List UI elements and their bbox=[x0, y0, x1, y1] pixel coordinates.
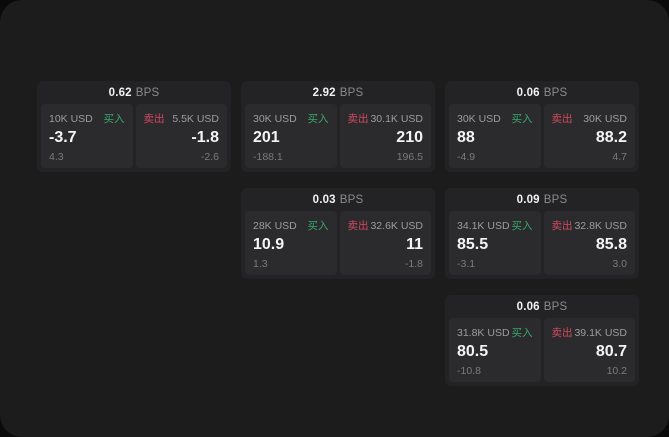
quote-column-3: 0.06 BPS 30K USD 买入 88 -4.9 bbox=[445, 81, 639, 386]
buy-sell-panels: 34.1K USD 买入 85.5 -3.1 卖出 32.8K USD 85. bbox=[445, 211, 639, 275]
card-header: 0.03 BPS bbox=[241, 188, 435, 211]
sell-panel[interactable]: 卖出 39.1K USD 80.7 10.2 bbox=[543, 318, 635, 382]
sell-side-label: 卖出 bbox=[347, 220, 369, 232]
sell-size: 32.6K USD bbox=[370, 220, 423, 232]
card-header: 0.06 BPS bbox=[445, 81, 639, 104]
bps-value: 0.06 bbox=[516, 86, 540, 99]
sell-panel[interactable]: 卖出 30.1K USD 210 196.5 bbox=[339, 104, 431, 168]
sell-delta: -1.8 bbox=[404, 258, 423, 271]
sell-panel[interactable]: 卖出 32.6K USD 11 -1.8 bbox=[339, 211, 431, 275]
buy-delta: 4.3 bbox=[49, 151, 64, 164]
sell-side-label: 卖出 bbox=[551, 220, 573, 232]
buy-sell-panels: 30K USD 买入 88 -4.9 卖出 30K USD 88.2 bbox=[445, 104, 639, 168]
buy-size: 30K USD bbox=[457, 113, 501, 125]
buy-panel[interactable]: 30K USD 买入 201 -188.1 bbox=[245, 104, 337, 168]
buy-side-label: 买入 bbox=[307, 220, 329, 232]
card-header: 0.62 BPS bbox=[37, 81, 231, 104]
buy-panel[interactable]: 28K USD 买入 10.9 1.3 bbox=[245, 211, 337, 275]
buy-panel[interactable]: 10K USD 买入 -3.7 4.3 bbox=[41, 104, 133, 168]
buy-side-label: 买入 bbox=[511, 113, 533, 125]
quote-card-0.06bps-a: 0.06 BPS 30K USD 买入 88 -4.9 bbox=[445, 81, 639, 172]
quote-column-2: 2.92 BPS 30K USD 买入 201 -188.1 bbox=[241, 81, 435, 279]
sell-side-label: 卖出 bbox=[347, 113, 369, 125]
sell-side-label: 卖出 bbox=[143, 113, 165, 125]
bps-unit-label: BPS bbox=[339, 193, 364, 206]
card-header: 0.09 BPS bbox=[445, 188, 639, 211]
buy-price: 80.5 bbox=[457, 343, 489, 360]
bps-value: 2.92 bbox=[312, 86, 336, 99]
buy-size: 10K USD bbox=[49, 113, 93, 125]
card-header: 0.06 BPS bbox=[445, 295, 639, 318]
sell-delta: 4.7 bbox=[612, 151, 627, 164]
sell-delta: 3.0 bbox=[612, 258, 627, 271]
sell-price: 88.2 bbox=[595, 129, 627, 146]
quote-card-0.03bps: 0.03 BPS 28K USD 买入 10.9 1.3 bbox=[241, 188, 435, 279]
sell-delta: 10.2 bbox=[606, 365, 627, 378]
bps-value: 0.09 bbox=[516, 193, 540, 206]
bps-unit-label: BPS bbox=[135, 86, 160, 99]
sell-size: 39.1K USD bbox=[574, 327, 627, 339]
bps-value: 0.62 bbox=[108, 86, 132, 99]
buy-price: 201 bbox=[253, 129, 280, 146]
buy-sell-panels: 10K USD 买入 -3.7 4.3 卖出 5.5K USD -1.8 bbox=[37, 104, 231, 168]
sell-price: 80.7 bbox=[595, 343, 627, 360]
buy-side-label: 买入 bbox=[511, 220, 533, 232]
buy-price: 10.9 bbox=[253, 236, 285, 253]
buy-side-label: 买入 bbox=[103, 113, 125, 125]
sell-size: 5.5K USD bbox=[172, 113, 219, 125]
buy-size: 31.8K USD bbox=[457, 327, 510, 339]
buy-price: 85.5 bbox=[457, 236, 489, 253]
sell-side-label: 卖出 bbox=[551, 113, 573, 125]
buy-price: 88 bbox=[457, 129, 475, 146]
quote-card-2.92bps: 2.92 BPS 30K USD 买入 201 -188.1 bbox=[241, 81, 435, 172]
bps-unit-label: BPS bbox=[543, 300, 568, 313]
buy-side-label: 买入 bbox=[511, 327, 533, 339]
buy-sell-panels: 31.8K USD 买入 80.5 -10.8 卖出 39.1K USD 80 bbox=[445, 318, 639, 382]
sell-panel[interactable]: 卖出 5.5K USD -1.8 -2.6 bbox=[135, 104, 227, 168]
sell-panel[interactable]: 卖出 30K USD 88.2 4.7 bbox=[543, 104, 635, 168]
buy-delta: -3.1 bbox=[457, 258, 476, 271]
buy-delta: -10.8 bbox=[457, 365, 481, 378]
buy-size: 28K USD bbox=[253, 220, 297, 232]
sell-delta: 196.5 bbox=[396, 151, 423, 164]
sell-panel[interactable]: 卖出 32.8K USD 85.8 3.0 bbox=[543, 211, 635, 275]
bps-value: 0.06 bbox=[516, 300, 540, 313]
quote-card-0.06bps-b: 0.06 BPS 31.8K USD 买入 80.5 -10.8 bbox=[445, 295, 639, 386]
card-header: 2.92 BPS bbox=[241, 81, 435, 104]
sell-price: -1.8 bbox=[191, 129, 219, 146]
buy-size: 30K USD bbox=[253, 113, 297, 125]
buy-delta: 1.3 bbox=[253, 258, 268, 271]
sell-delta: -2.6 bbox=[200, 151, 219, 164]
buy-delta: -188.1 bbox=[253, 151, 283, 164]
sell-size: 32.8K USD bbox=[574, 220, 627, 232]
sell-price: 85.8 bbox=[595, 236, 627, 253]
quote-board: 0.62 BPS 10K USD 买入 -3.7 4.3 bbox=[37, 81, 639, 386]
sell-size: 30K USD bbox=[583, 113, 627, 125]
buy-sell-panels: 30K USD 买入 201 -188.1 卖出 30.1K USD 210 bbox=[241, 104, 435, 168]
buy-panel[interactable]: 30K USD 买入 88 -4.9 bbox=[449, 104, 541, 168]
buy-price: -3.7 bbox=[49, 129, 77, 146]
buy-panel[interactable]: 34.1K USD 买入 85.5 -3.1 bbox=[449, 211, 541, 275]
buy-size: 34.1K USD bbox=[457, 220, 510, 232]
buy-panel[interactable]: 31.8K USD 买入 80.5 -10.8 bbox=[449, 318, 541, 382]
bps-unit-label: BPS bbox=[543, 86, 568, 99]
sell-size: 30.1K USD bbox=[370, 113, 423, 125]
bps-value: 0.03 bbox=[312, 193, 336, 206]
bps-unit-label: BPS bbox=[543, 193, 568, 206]
sell-price: 11 bbox=[406, 236, 423, 253]
quote-column-1: 0.62 BPS 10K USD 买入 -3.7 4.3 bbox=[37, 81, 231, 172]
bps-unit-label: BPS bbox=[339, 86, 364, 99]
quote-card-0.09bps: 0.09 BPS 34.1K USD 买入 85.5 -3.1 bbox=[445, 188, 639, 279]
buy-sell-panels: 28K USD 买入 10.9 1.3 卖出 32.6K USD 11 bbox=[241, 211, 435, 275]
sell-price: 210 bbox=[396, 129, 423, 146]
sell-side-label: 卖出 bbox=[551, 327, 573, 339]
buy-side-label: 买入 bbox=[307, 113, 329, 125]
quote-card-0.62bps: 0.62 BPS 10K USD 买入 -3.7 4.3 bbox=[37, 81, 231, 172]
buy-delta: -4.9 bbox=[457, 151, 476, 164]
